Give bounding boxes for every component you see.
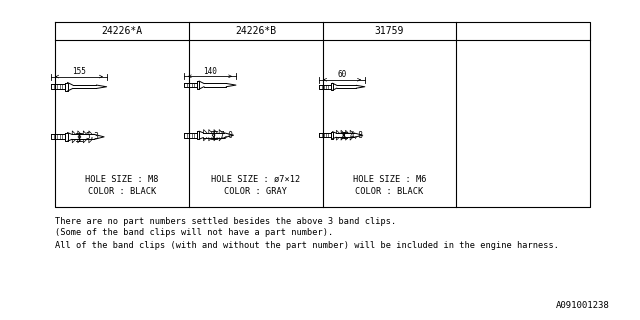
Text: HOLE SIZE : ø7×12: HOLE SIZE : ø7×12 xyxy=(211,174,300,183)
Text: COLOR : BLACK: COLOR : BLACK xyxy=(355,187,424,196)
Text: 155: 155 xyxy=(72,67,86,76)
Text: HOLE SIZE : M8: HOLE SIZE : M8 xyxy=(85,174,159,183)
Text: 5,3: 5,3 xyxy=(86,132,99,141)
Text: 31759: 31759 xyxy=(374,26,404,36)
Text: 140: 140 xyxy=(203,67,217,76)
Text: All of the band clips (with and without the part number) will be included in the: All of the band clips (with and without … xyxy=(55,241,559,250)
Text: 4,8: 4,8 xyxy=(350,131,364,140)
Text: There are no part numbers settled besides the above 3 band clips.: There are no part numbers settled beside… xyxy=(55,217,396,226)
Text: A091001238: A091001238 xyxy=(556,301,610,310)
Text: 7,0: 7,0 xyxy=(220,131,234,140)
Text: COLOR : BLACK: COLOR : BLACK xyxy=(88,187,156,196)
Text: (Some of the band clips will not have a part number).: (Some of the band clips will not have a … xyxy=(55,228,333,237)
Text: HOLE SIZE : M6: HOLE SIZE : M6 xyxy=(353,174,426,183)
Text: 24226*A: 24226*A xyxy=(101,26,143,36)
Text: 24226*B: 24226*B xyxy=(235,26,276,36)
Text: 60: 60 xyxy=(337,70,347,79)
Text: COLOR : GRAY: COLOR : GRAY xyxy=(224,187,287,196)
